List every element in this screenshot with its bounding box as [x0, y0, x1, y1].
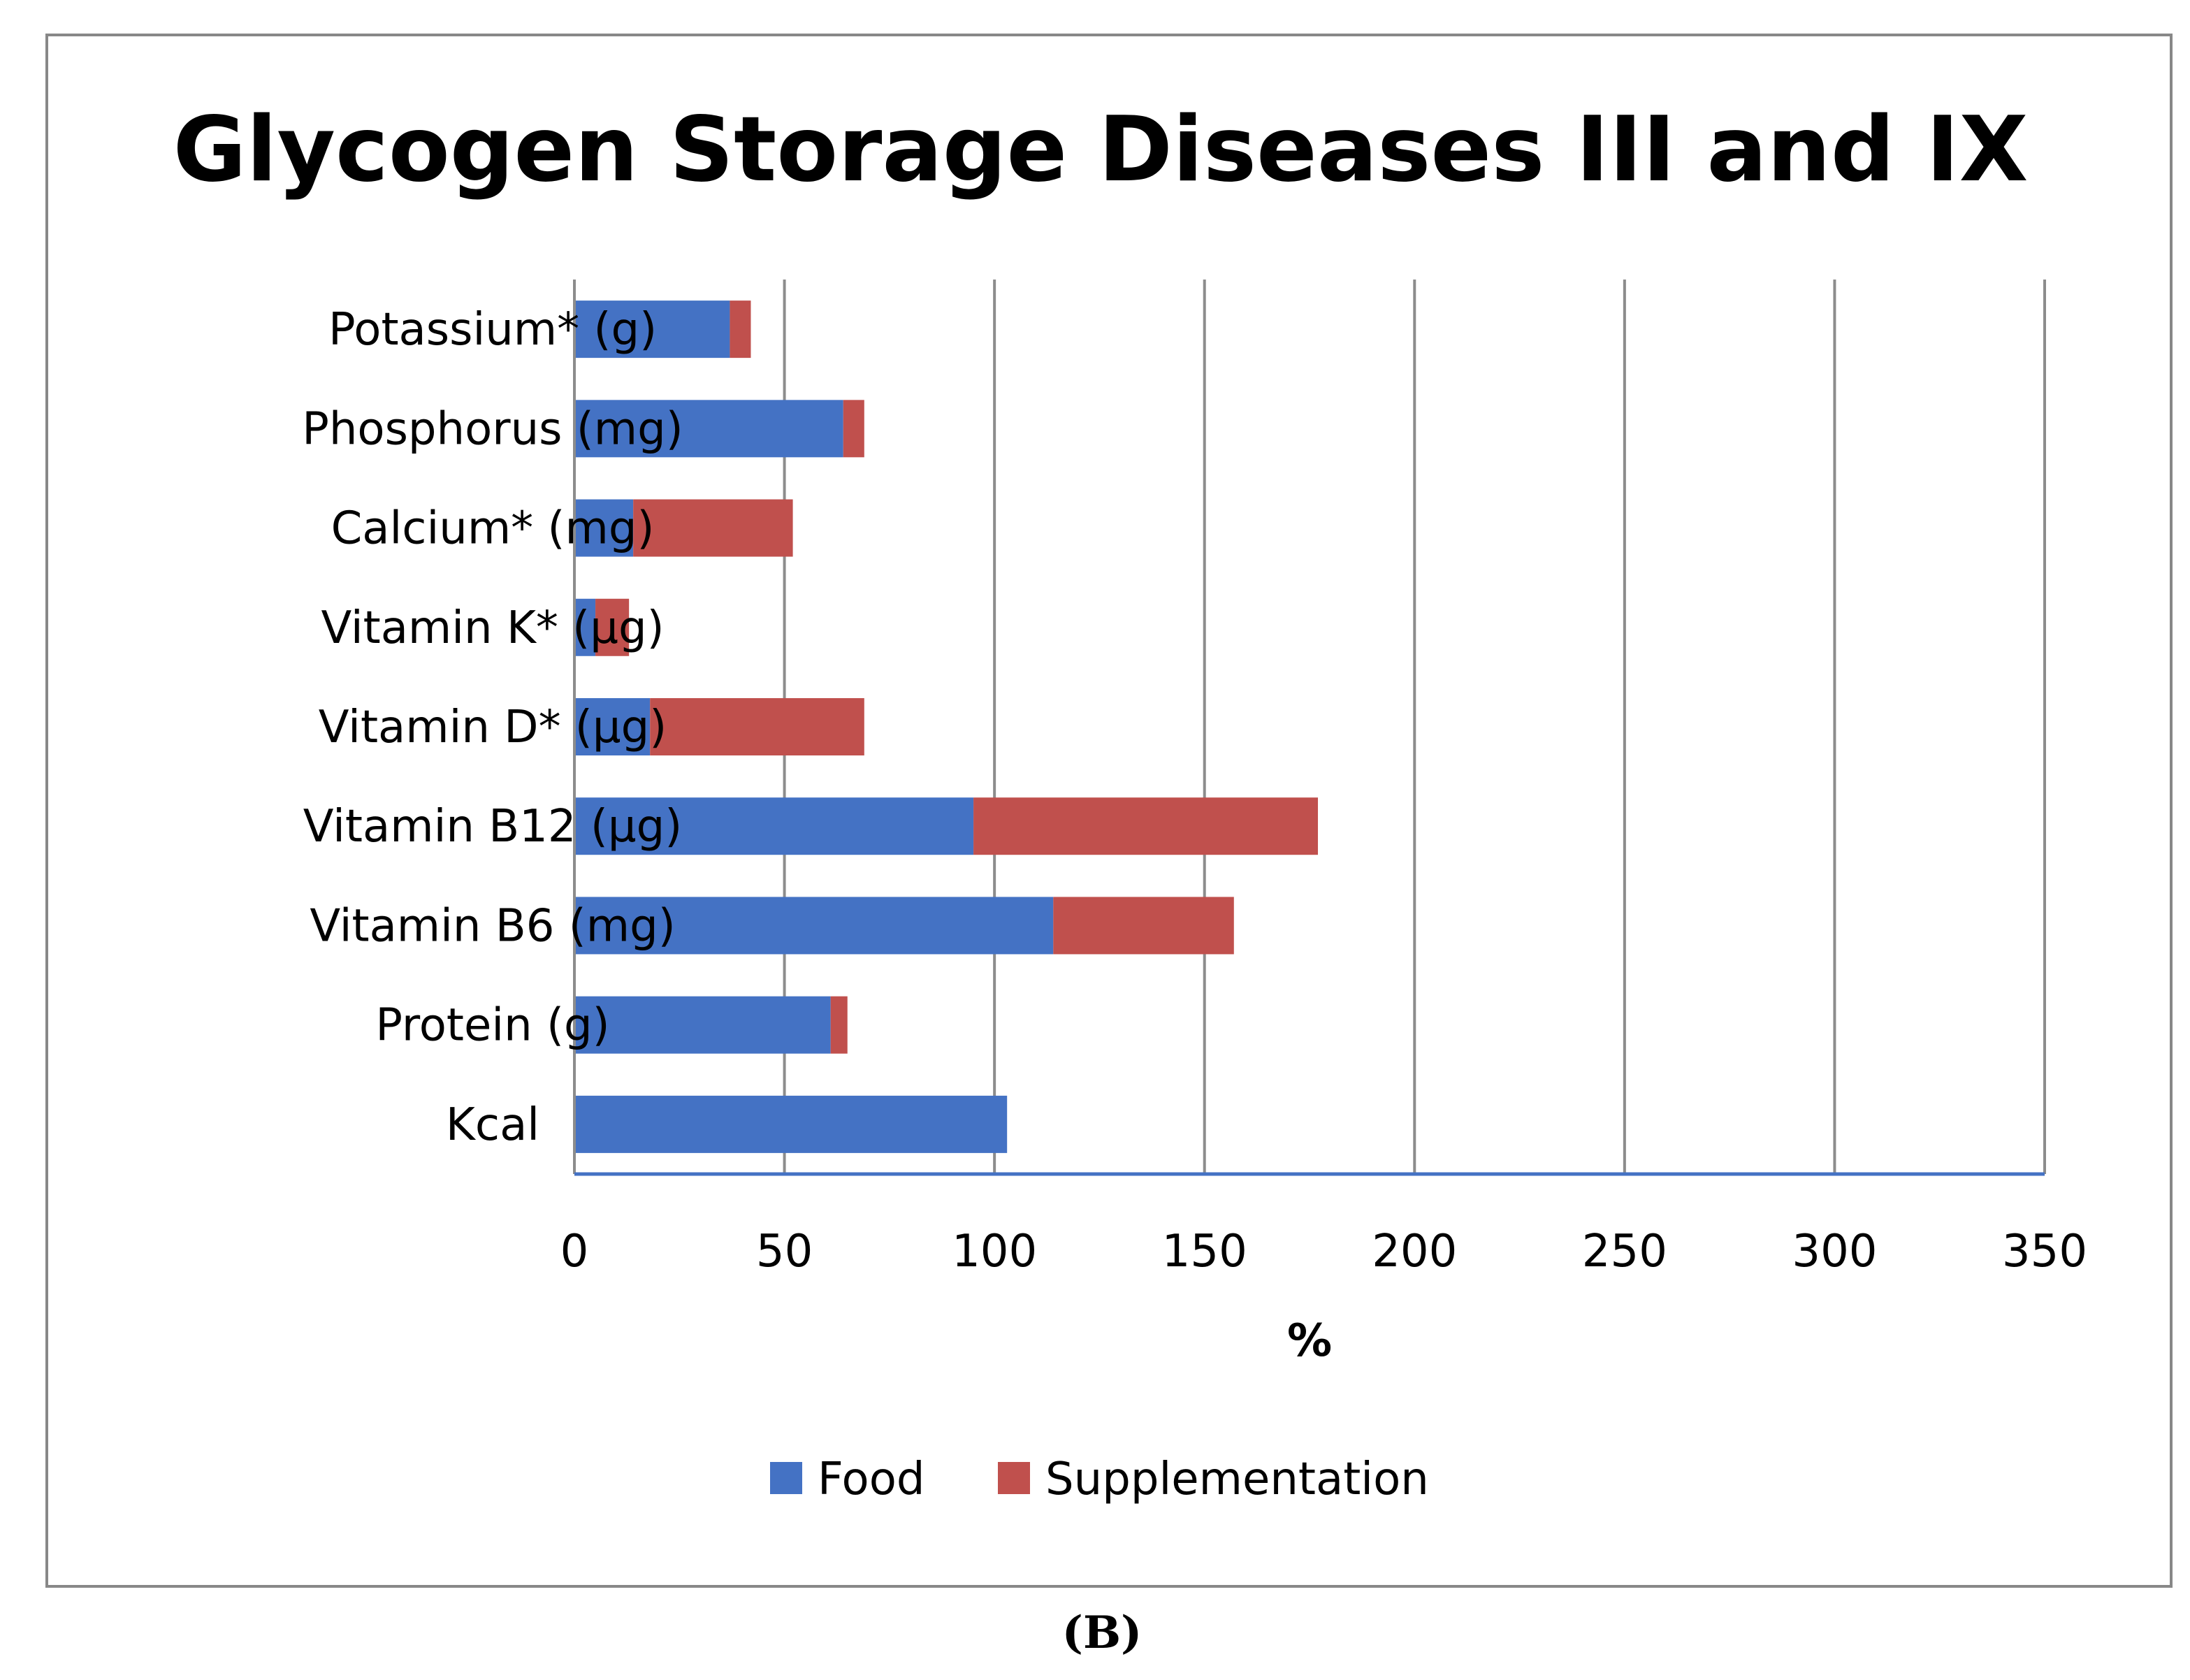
- x-tick-label: 250: [1582, 1226, 1667, 1277]
- x-axis: [573, 280, 2045, 1176]
- bar-food-0: [574, 300, 730, 359]
- bar-supplementation-7: [830, 996, 848, 1054]
- category-label: Phosphorus (mg): [302, 403, 683, 455]
- bar-supplementation-4: [650, 698, 864, 755]
- category-labels: Potassium* (g) Phosphorus (mg) Calcium* (m…: [302, 304, 683, 1151]
- figure-caption: (B): [1062, 1607, 1143, 1659]
- x-tick-labels: 0 50 100 150 200 250 300 350: [560, 1226, 2087, 1277]
- bar-supplementation-6: [1053, 897, 1234, 955]
- x-tick-label: 300: [1792, 1226, 1877, 1277]
- category-label: Vitamin B6 (mg): [310, 900, 675, 952]
- bar-food-3: [574, 598, 596, 656]
- x-tick-label: 200: [1372, 1226, 1457, 1277]
- bar-supplementation-2: [633, 499, 793, 557]
- chart-title: Glycogen Storage Diseases III and IX: [173, 98, 2029, 202]
- legend-label-supplementation: Supplementation: [1045, 1454, 1429, 1505]
- bar-food-5: [574, 797, 974, 855]
- legend-swatch-food: [770, 1462, 802, 1494]
- x-axis-title: %: [1287, 1315, 1332, 1367]
- bars: [574, 300, 1319, 1153]
- category-label: Vitamin K* (µg): [321, 602, 664, 654]
- category-label: Protein (g): [375, 1000, 609, 1052]
- legend: Food Supplementation: [770, 1454, 1429, 1505]
- bar-food-7: [574, 996, 831, 1054]
- bar-food-1: [574, 400, 843, 458]
- legend-swatch-supplementation: [998, 1462, 1030, 1494]
- bar-food-8: [574, 1095, 1008, 1153]
- bar-supplementation-3: [595, 598, 630, 656]
- bar-food-6: [574, 897, 1054, 955]
- category-label: Vitamin D* (µg): [319, 702, 667, 753]
- x-tick-label: 100: [952, 1226, 1037, 1277]
- bar-supplementation-5: [973, 797, 1319, 855]
- legend-label-food: Food: [818, 1454, 924, 1505]
- category-label: Potassium* (g): [328, 304, 657, 356]
- category-label: Calcium* (mg): [331, 503, 655, 555]
- x-tick-label: 350: [2002, 1226, 2087, 1277]
- bar-food-4: [574, 698, 651, 755]
- bar-supplementation-0: [730, 300, 751, 359]
- category-label: Vitamin B12 (µg): [303, 801, 682, 853]
- x-tick-label: 0: [560, 1226, 589, 1277]
- category-label: Kcal: [446, 1099, 539, 1151]
- x-tick-label: 150: [1162, 1226, 1247, 1277]
- bar-food-2: [574, 499, 634, 557]
- bar-supplementation-1: [843, 400, 864, 458]
- x-tick-label: 50: [756, 1226, 813, 1277]
